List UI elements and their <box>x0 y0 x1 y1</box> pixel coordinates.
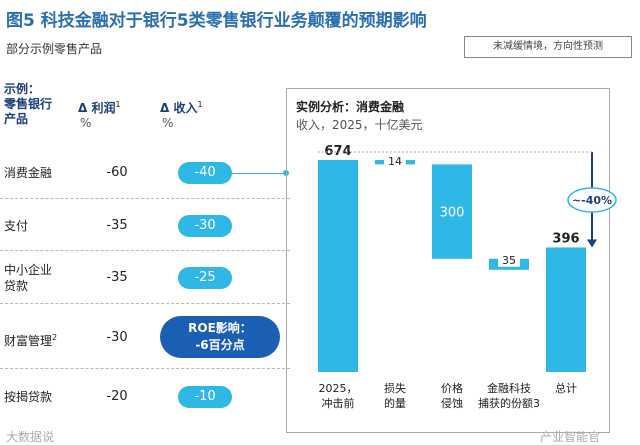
change-badge-label: ~-40% <box>572 194 612 207</box>
profit-header-unit: % <box>80 116 92 130</box>
profit-header-label: Δ 利润 <box>78 101 116 115</box>
case-study-panel <box>286 88 610 433</box>
table-header-product: 示例： 零售银行 产品 <box>4 82 52 127</box>
wealth-sup: 2 <box>52 333 58 342</box>
row-profit-mortgage: -20 <box>106 389 128 404</box>
table-header-profit: Δ 利润1 % <box>78 97 121 131</box>
watermark-right: 产业智能官 <box>540 430 601 444</box>
row-revenue-consumer-finance: -40 <box>178 162 232 184</box>
header-line-1: 示例： <box>4 82 41 96</box>
roe-line-2: -6百分点 <box>195 338 245 352</box>
row-divider <box>0 198 290 199</box>
row-revenue-mortgage: -10 <box>178 386 232 408</box>
waterfall-category-label: 总计 <box>555 381 577 395</box>
row-divider <box>0 303 290 304</box>
waterfall-value-label: 35 <box>502 254 516 267</box>
watermark-left: 大数据说 <box>6 430 55 444</box>
row-product-wealth-management: 财富管理2 <box>4 330 57 349</box>
sme-line-2: 贷款 <box>4 279 29 293</box>
connector-line <box>232 173 286 174</box>
row-product-consumer-finance: 消费金融 <box>4 166 53 180</box>
scenario-note: 未减缓情境，方向性预测 <box>464 36 632 58</box>
page-title: 图5 科技金融对于银行5类零售银行业务颠覆的预期影响 <box>6 11 427 31</box>
waterfall-bar-pre-shock <box>318 160 358 372</box>
revenue-header-unit: % <box>162 116 174 130</box>
row-product-sme-lending: 中小企业 贷款 <box>4 262 52 294</box>
panel-subtitle: 收入，2025，十亿美元 <box>296 118 423 132</box>
revenue-header-label: Δ 收入 <box>160 101 198 115</box>
waterfall-category-label: 的量 <box>384 396 406 410</box>
row-product-mortgage: 按揭贷款 <box>4 390 53 404</box>
header-line-3: 产品 <box>4 112 29 126</box>
waterfall-label-bg <box>384 154 406 168</box>
row-profit-consumer-finance: -60 <box>106 165 128 180</box>
page-subtitle: 部分示例零售产品 <box>6 42 103 56</box>
waterfall-value-label: 300 <box>440 206 465 221</box>
row-revenue-payments: -30 <box>178 215 232 237</box>
row-revenue-sme-lending: -25 <box>178 267 232 289</box>
wealth-label: 财富管理 <box>4 334 53 348</box>
waterfall-value-label: 14 <box>388 155 402 168</box>
waterfall-bar-total <box>546 247 586 372</box>
waterfall-category-label: 金融科技 <box>487 381 531 395</box>
sme-line-1: 中小企业 <box>4 263 53 277</box>
header-line-2: 零售银行 <box>4 97 53 111</box>
waterfall-value-label: 396 <box>552 231 579 246</box>
waterfall-category-label: 2025， <box>319 382 358 395</box>
waterfall-category-label: 侵蚀 <box>441 396 463 410</box>
waterfall-bar-price-erosion <box>432 164 472 259</box>
profit-header-sup: 1 <box>115 100 121 109</box>
roe-line-1: ROE影响： <box>188 321 252 335</box>
table-header-revenue: Δ 收入1 % <box>160 97 203 131</box>
row-divider <box>0 368 290 369</box>
panel-title: 实例分析：消费金融 <box>296 100 405 114</box>
row-profit-payments: -35 <box>106 218 128 233</box>
change-arrow-head <box>587 239 597 248</box>
row-profit-sme-lending: -35 <box>106 270 128 285</box>
waterfall-category-label: 损失 <box>384 381 406 395</box>
row-product-payments: 支付 <box>4 219 29 233</box>
row-profit-wealth-management: -30 <box>106 330 128 345</box>
roe-impact-badge: ROE影响： -6百分点 <box>160 316 280 358</box>
revenue-header-sup: 1 <box>197 100 203 109</box>
waterfall-category-label: 冲击前 <box>322 396 355 410</box>
waterfall-category-label: 捕获的份额3 <box>478 396 540 410</box>
waterfall-category-label: 价格 <box>441 381 463 395</box>
row-divider <box>0 250 290 251</box>
waterfall-label-bg <box>498 252 520 267</box>
change-badge-bg <box>567 187 617 213</box>
